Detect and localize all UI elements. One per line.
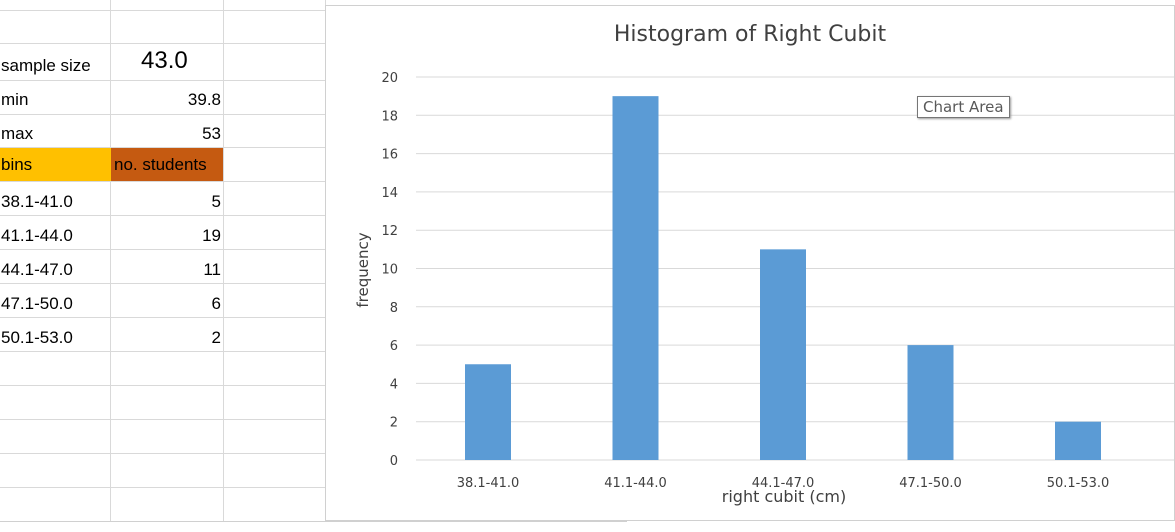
row-divider xyxy=(0,317,330,318)
cell-bin-count[interactable]: 6 xyxy=(211,294,221,313)
x-tick-label: 41.1-44.0 xyxy=(604,476,667,491)
cell-max-label[interactable]: max xyxy=(1,124,34,143)
histogram-bar[interactable] xyxy=(907,345,954,460)
y-tick-label: 12 xyxy=(381,224,398,239)
chart-area-tooltip: Chart Area xyxy=(917,96,1010,118)
cell-bin-count[interactable]: 11 xyxy=(203,260,221,279)
row-divider xyxy=(0,147,330,148)
y-tick-label: 0 xyxy=(390,454,398,469)
row-divider xyxy=(0,80,330,81)
row-divider xyxy=(0,215,330,216)
y-tick-label: 16 xyxy=(381,148,398,163)
sheet-bottom-edge xyxy=(0,521,627,532)
histogram-bar[interactable] xyxy=(612,96,659,461)
cell-bin-label[interactable]: 47.1-50.0 xyxy=(1,294,73,313)
y-tick-label: 8 xyxy=(390,301,398,316)
row-divider xyxy=(0,249,330,250)
cell-bin-count[interactable]: 2 xyxy=(211,328,221,347)
y-tick-label: 6 xyxy=(390,339,398,354)
y-tick-label: 10 xyxy=(381,263,398,278)
cell-bin-count[interactable]: 19 xyxy=(202,226,221,245)
x-tick-label: 47.1-50.0 xyxy=(899,476,962,491)
chart-plot-area[interactable]: 0 2 4 6 8 10 12 14 16 18 20 38.1-41.0 41.1-44.0 44.1-… xyxy=(326,6,1174,520)
y-tick-label: 20 xyxy=(381,71,398,86)
row-divider xyxy=(0,453,330,454)
row-divider xyxy=(0,283,330,284)
row-divider xyxy=(0,114,330,115)
row-divider xyxy=(0,10,330,11)
chart-title[interactable]: Histogram of Right Cubit xyxy=(613,22,887,47)
cell-min-label[interactable]: min xyxy=(1,90,29,109)
row-divider xyxy=(0,419,330,420)
y-axis-label: frequency xyxy=(354,232,372,307)
row-divider xyxy=(0,351,330,352)
cell-bin-count[interactable]: 5 xyxy=(211,192,221,211)
column-divider xyxy=(110,0,111,531)
cell-bin-label[interactable]: 38.1-41.0 xyxy=(1,192,73,211)
row-divider xyxy=(0,487,330,488)
row-divider xyxy=(0,385,330,386)
histogram-bar[interactable] xyxy=(465,364,511,460)
cell-students-header[interactable]: no. students xyxy=(111,148,223,181)
cell-sample-size-value[interactable]: 43.0 xyxy=(141,47,188,74)
row-divider xyxy=(0,181,330,182)
cell-bin-label[interactable]: 50.1-53.0 xyxy=(1,328,73,347)
cell-bin-label[interactable]: 44.1-47.0 xyxy=(1,260,73,279)
y-tick-label: 4 xyxy=(390,377,398,392)
cell-bin-label[interactable]: 41.1-44.0 xyxy=(1,226,73,245)
x-tick-label: 38.1-41.0 xyxy=(457,476,520,491)
cell-sample-size-label[interactable]: sample size xyxy=(1,56,91,75)
cell-bins-header[interactable]: bins xyxy=(0,148,111,181)
cell-max-value[interactable]: 53 xyxy=(202,124,221,143)
histogram-bar[interactable] xyxy=(760,249,806,460)
histogram-chart[interactable]: Histogram of Right Cubit 0 2 4 6 8 10 12 14 16 18… xyxy=(325,5,1175,521)
x-axis-label: right cubit (cm) xyxy=(722,487,846,506)
y-tick-label: 18 xyxy=(381,109,398,124)
y-tick-label: 14 xyxy=(381,186,398,201)
histogram-bar[interactable] xyxy=(1055,421,1101,460)
row-divider xyxy=(0,43,330,44)
x-tick-label: 50.1-53.0 xyxy=(1047,476,1110,491)
column-divider xyxy=(223,0,224,531)
y-tick-label: 2 xyxy=(390,416,398,431)
cell-min-value[interactable]: 39.8 xyxy=(187,90,221,109)
x-tick-label: 44.1-47.0 xyxy=(752,476,815,491)
